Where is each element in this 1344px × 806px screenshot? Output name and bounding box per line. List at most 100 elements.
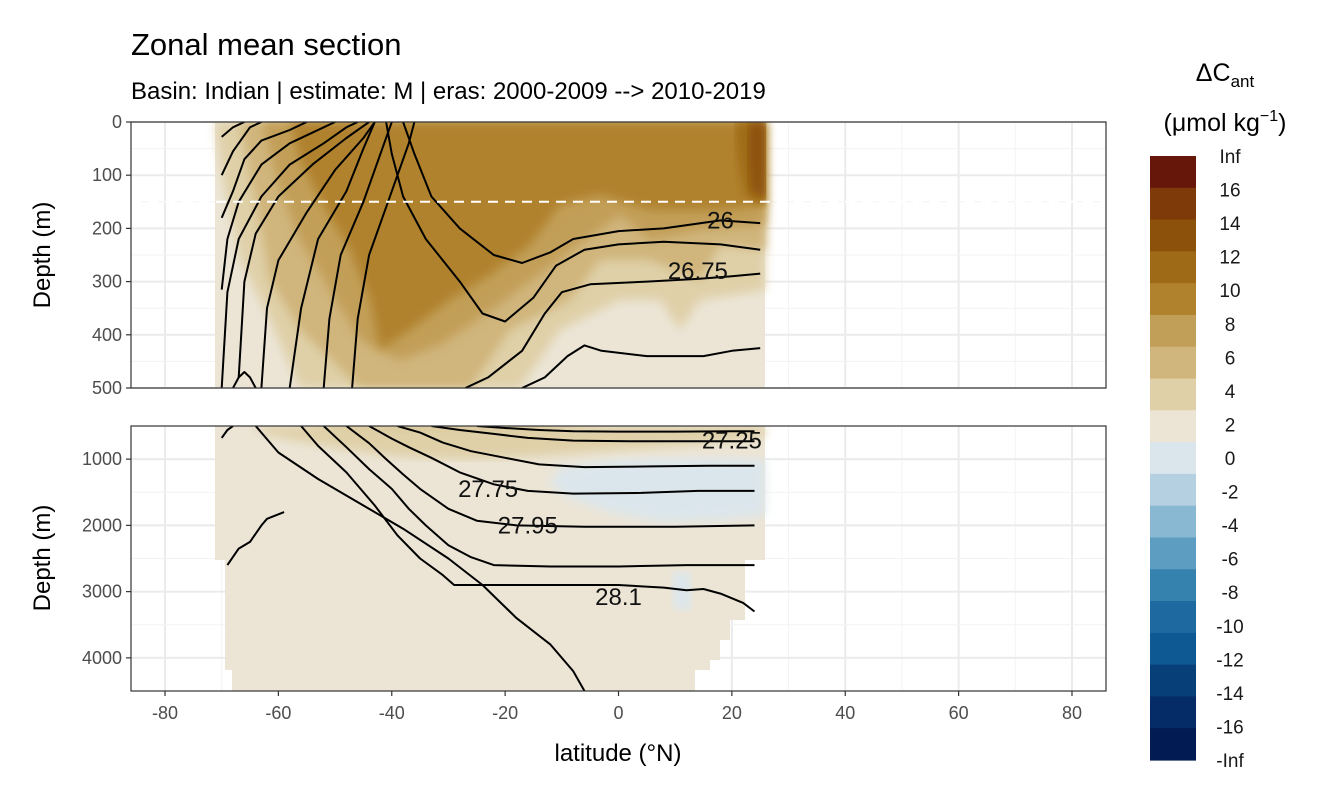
- legend-swatch: [1150, 442, 1196, 475]
- isopycnal-lower-5: [323, 426, 755, 568]
- x-tick-label: 40: [835, 703, 855, 723]
- isopycnal-lower-10: [476, 426, 755, 433]
- legend-swatch: [1150, 251, 1196, 284]
- x-tick-label: 20: [722, 703, 742, 723]
- legend-swatch: [1150, 569, 1196, 602]
- legend-tick-label: 12: [1219, 248, 1240, 269]
- anomaly-fill-upper: [215, 122, 765, 388]
- x-tick-label: -20: [492, 703, 518, 723]
- legend-tick-label: Inf: [1219, 147, 1241, 168]
- legend-unit-pre: (μmol kg: [1164, 109, 1260, 137]
- isopycnal-upper-4: [220, 122, 336, 290]
- legend-tick-label: 16: [1219, 181, 1240, 202]
- y-tick-label: 0: [112, 112, 122, 132]
- y-axis-label-upper: Depth (m): [29, 202, 56, 309]
- isopycnal-upper-8: [288, 122, 376, 388]
- legend-tick-label: -12: [1216, 650, 1243, 671]
- y-axis-label-lower: Depth (m): [29, 505, 56, 612]
- isopycnal-sigma-27.75: [368, 426, 755, 495]
- chart-title: Zonal mean section: [131, 27, 402, 62]
- isopycnal-upper-15: [232, 371, 257, 388]
- fill-upper-hotspot: [748, 122, 765, 200]
- x-tick-label: 80: [1062, 703, 1082, 723]
- legend-tick-label: 6: [1225, 348, 1236, 369]
- legend-unit-sup: −1: [1260, 108, 1278, 125]
- isopycnal-sigma-26.75: [385, 122, 761, 323]
- legend-title-main: ΔC: [1196, 59, 1231, 87]
- legend-tick-label: 2: [1225, 415, 1236, 436]
- x-tick-label: 60: [949, 703, 969, 723]
- isopycnal-contours-upper: [220, 122, 761, 388]
- contour-labels-lower: 27.25 27.75 27.95 28.1: [458, 428, 762, 611]
- isopycnal-contours-lower: [220, 426, 756, 691]
- isopycnal-sigma-27.95: [345, 426, 755, 528]
- legend-swatch: [1150, 187, 1196, 221]
- legend-title: ΔCant: [1196, 59, 1255, 91]
- contour-label: 27.25: [702, 428, 762, 455]
- y-tick-label: 200: [92, 218, 122, 238]
- chart-subtitle: Basin: Indian | estimate: M | eras: 2000…: [131, 78, 766, 105]
- legend-tick-label: -6: [1222, 550, 1239, 571]
- legend-tick-label: 0: [1225, 449, 1236, 470]
- isopycnal-sigma-26: [402, 122, 761, 264]
- isopycnal-upper-1: [221, 122, 245, 138]
- y-tick-label: 4000: [82, 648, 122, 668]
- isopycnal-lower-3: [226, 511, 285, 566]
- legend-tick-label: -16: [1216, 717, 1243, 738]
- legend-swatch: [1150, 378, 1196, 411]
- y-ticks-upper: 0 100 200 300 400 500: [92, 112, 131, 398]
- contour-label: 27.95: [498, 512, 558, 539]
- y-tick-label: 2000: [82, 515, 122, 535]
- y-tick-label: 3000: [82, 582, 122, 602]
- contour-label: 26: [707, 207, 734, 234]
- y-tick-label: 400: [92, 325, 122, 345]
- legend-unit-post: ): [1278, 109, 1286, 137]
- x-tick-label: -40: [379, 703, 405, 723]
- x-tick-label: -80: [152, 703, 178, 723]
- panel-upper-border: [130, 121, 1107, 389]
- legend-swatch: [1150, 283, 1196, 316]
- legend-swatch: [1150, 632, 1196, 666]
- y-tick-label: 500: [92, 378, 122, 398]
- isopycnal-lower-2: [254, 426, 586, 691]
- isopycnal-upper-13: [464, 272, 761, 388]
- contour-label: 27.75: [458, 476, 518, 503]
- isopycnal-lower-4: [300, 426, 756, 613]
- legend-swatch: [1150, 314, 1196, 348]
- legend-tick-label: 14: [1219, 214, 1241, 235]
- colorbar-legend: ΔCant (μmol kg−1) Inf 16 14 12 10 8 6 4 2 0 -2 -4 -6…: [1150, 59, 1286, 772]
- isopycnal-sigma-27.25: [431, 426, 755, 443]
- legend-tick-label: 8: [1225, 315, 1236, 336]
- legend-swatch: [1150, 156, 1196, 189]
- legend-swatches: [1150, 156, 1196, 761]
- isopycnal-upper-2: [220, 122, 262, 176]
- legend-tick-label: -2: [1222, 483, 1239, 504]
- contour-label: 28.1: [595, 584, 642, 611]
- panel-lower: 27.25 27.75 27.95 28.1 1000 2000 3000 4000 -80…: [29, 425, 1107, 723]
- x-ticks: -80 -60 -40 -20 0 20 40 60 80: [152, 691, 1082, 723]
- legend-swatch: [1150, 696, 1196, 729]
- legend-swatch: [1150, 537, 1196, 570]
- contour-label: 26.75: [668, 258, 728, 285]
- contour-labels-upper: 26 26.75: [668, 207, 734, 285]
- y-tick-label: 300: [92, 272, 122, 292]
- legend-tick-label: 10: [1219, 281, 1240, 302]
- legend-swatch: [1150, 601, 1196, 634]
- isopycnal-upper-3: [220, 122, 308, 219]
- isopycnal-upper-6: [237, 122, 370, 378]
- legend-tick-label: -14: [1216, 684, 1244, 705]
- y-tick-label: 1000: [82, 449, 122, 469]
- fill-upper-brown: [290, 122, 765, 350]
- legend-swatch: [1150, 219, 1196, 252]
- fill-lower-blue: [550, 458, 765, 522]
- legend-tick-label: 4: [1225, 382, 1236, 403]
- legend-unit: (μmol kg−1): [1164, 108, 1287, 137]
- x-tick-label: -60: [265, 703, 291, 723]
- legend-tick-label: -8: [1222, 583, 1239, 604]
- isopycnal-upper-7: [260, 122, 376, 388]
- legend-swatch: [1150, 410, 1196, 443]
- legend-tick-label: -4: [1222, 516, 1239, 537]
- legend-title-sub: ant: [1231, 72, 1255, 91]
- legend-swatch: [1150, 664, 1196, 698]
